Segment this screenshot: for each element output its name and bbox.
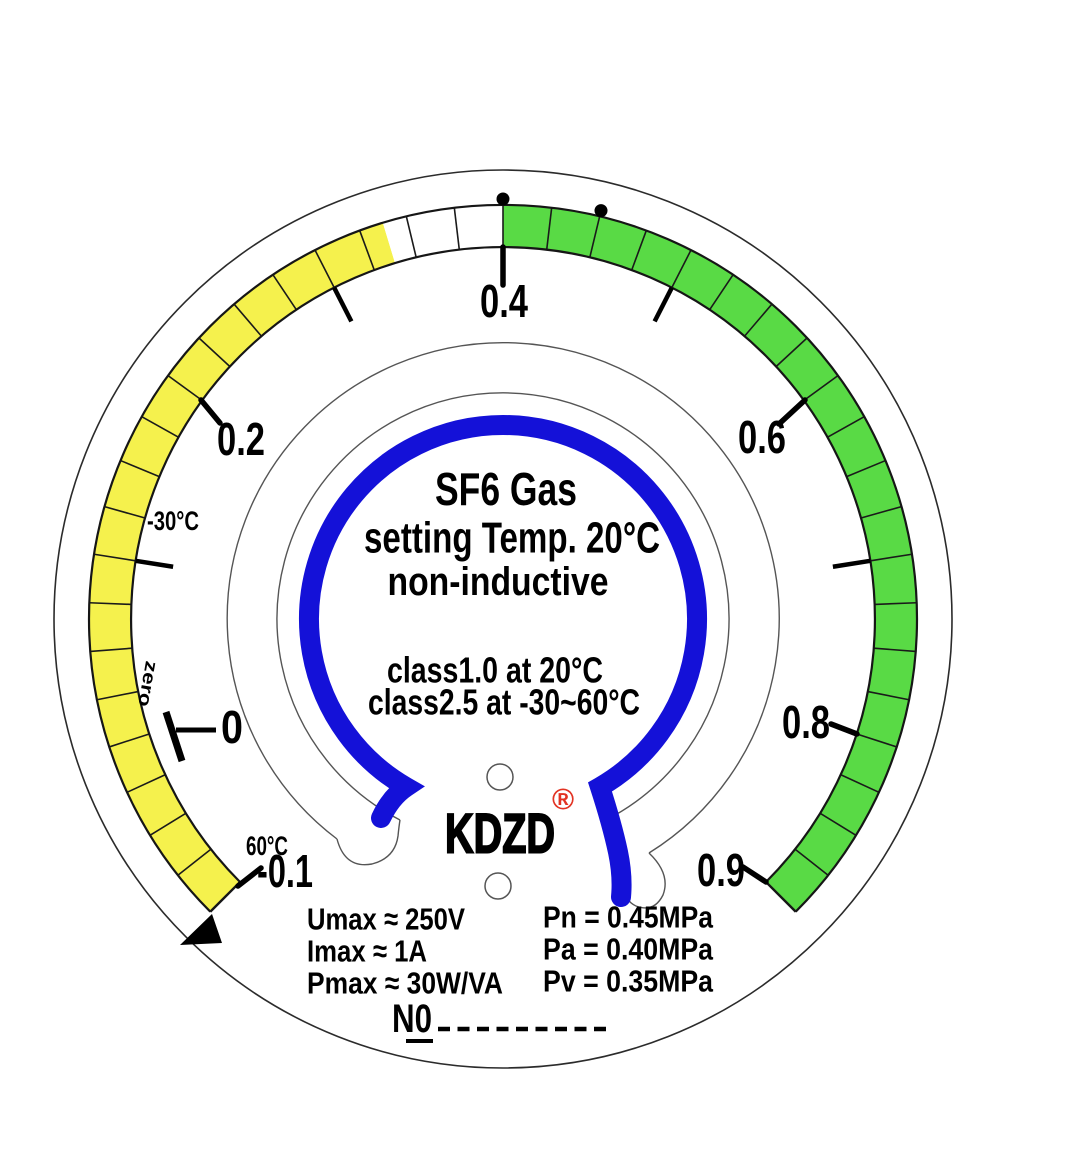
spec-right-0: Pn = 0.45MPa (543, 900, 714, 935)
temp-label-zero: zero (134, 660, 162, 709)
serial-prefix: N0 (392, 997, 432, 1041)
minor-tick-0.1 (135, 558, 174, 569)
setpoint-dot-0.4 (496, 192, 510, 206)
segment-divider (126, 774, 166, 794)
segment-divider (671, 249, 692, 288)
segment-divider (743, 303, 773, 337)
center-text-line2: setting Temp. 20°C (364, 514, 660, 563)
scale-label-0.8: 0.8 (782, 696, 830, 748)
scale-label-0.2: 0.2 (217, 413, 265, 465)
segment-divider (709, 274, 734, 311)
segment-divider (860, 505, 902, 519)
segment-divider (870, 553, 913, 562)
band-end-cap (209, 881, 241, 913)
screw-hole-bottom (484, 872, 512, 900)
segment-divider (856, 733, 897, 748)
spec-left-2: Pmax ≈ 30W/VA (307, 966, 503, 1001)
segment-divider (96, 690, 139, 701)
segment-divider (90, 647, 133, 653)
segment-divider (589, 216, 601, 258)
setpoint-dot-0.45 (594, 204, 608, 218)
spec-left-1: Imax ≈ 1A (307, 934, 427, 969)
center-text-line1: SF6 Gas (435, 463, 577, 515)
segment-divider (120, 459, 160, 478)
scale-label-0.9: 0.9 (697, 844, 745, 896)
tick-leader-0.6 (776, 397, 808, 427)
segment-divider (827, 416, 865, 438)
temp-label-minus30: -30°C (147, 506, 199, 536)
scale-label-0.6: 0.6 (738, 411, 786, 463)
tick-leader-0.9 (740, 864, 769, 885)
segment-divider (846, 459, 886, 478)
registered-trademark-icon: ® (552, 784, 574, 817)
screw-hole-top (486, 763, 514, 791)
segment-divider (631, 230, 648, 271)
segment-divider (141, 416, 179, 438)
center-text-line3: non-inductive (388, 560, 609, 604)
segment-divider (167, 375, 203, 401)
minor-tick-0.7 (832, 558, 871, 569)
spec-right-2: Pv = 0.35MPa (543, 964, 714, 999)
segment-divider (109, 733, 150, 748)
segment-divider (314, 249, 335, 288)
segment-divider (233, 303, 263, 337)
segment-divider (89, 601, 132, 606)
segment-divider (874, 601, 917, 606)
segment-divider (177, 848, 212, 876)
band-end-cap (765, 881, 797, 913)
segment-divider (272, 274, 297, 311)
accuracy-class-line1: class1.0 at 20°C (387, 650, 603, 691)
segment-divider (198, 337, 231, 368)
temp-label-plus60: 60°C (246, 831, 288, 861)
segment-divider (840, 774, 880, 794)
boss-inner-arc (276, 392, 730, 821)
boss-outer-arc (226, 341, 780, 854)
segment-divider (803, 375, 839, 401)
scale-label-0: 0 (221, 701, 243, 753)
spec-right-1: Pa = 0.40MPa (543, 932, 714, 967)
segment-divider (104, 505, 146, 519)
minor-tick-0.3 (332, 286, 354, 323)
accuracy-class-line2: class2.5 at -30~60°C (368, 682, 640, 723)
tick-leader-0.2 (198, 397, 223, 426)
segment-divider (794, 848, 829, 876)
segment-divider (867, 690, 910, 701)
scale-zone-1 (382, 204, 504, 264)
brand-logo: KDZD (445, 802, 555, 865)
segment-divider (545, 207, 553, 250)
tick-leader-0.8 (828, 721, 860, 737)
scale-label-0.4: 0.4 (480, 275, 528, 327)
tick-leader--0.1 (235, 865, 264, 889)
segment-divider (775, 337, 808, 368)
segment-divider (453, 207, 461, 250)
scale-zone-0 (88, 222, 396, 912)
segment-divider (93, 553, 136, 562)
blue-reference-arc (299, 414, 707, 907)
dial-outer-circle (53, 169, 953, 1069)
segment-divider (358, 230, 375, 271)
scale-label--0.1: -0.1 (257, 845, 313, 897)
minor-tick-0.5 (652, 286, 674, 323)
segment-divider (873, 647, 916, 653)
segment-divider (149, 812, 187, 836)
segment-divider (819, 812, 857, 836)
segment-divider (405, 216, 417, 258)
spec-left-0: Umax ≈ 250V (307, 902, 465, 937)
zero-bar (162, 710, 186, 763)
boss-left-loop (336, 819, 401, 866)
scale-end-triangle (180, 914, 222, 945)
